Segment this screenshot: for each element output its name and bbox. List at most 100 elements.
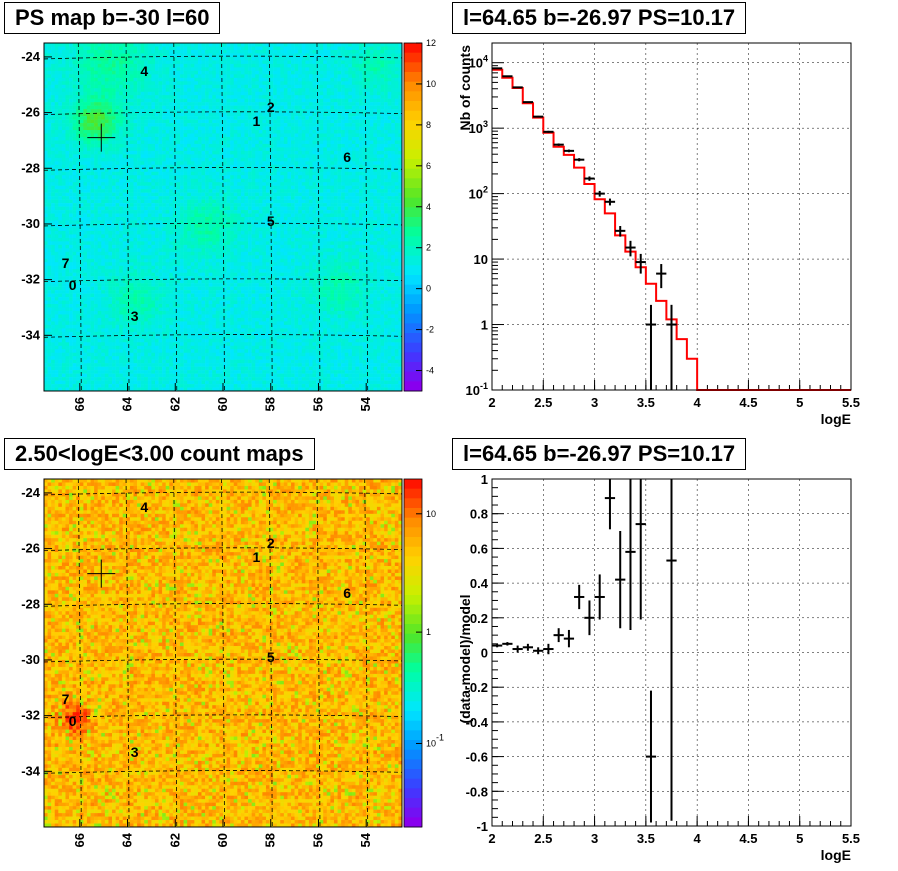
heatmap-cell: [180, 196, 184, 200]
heatmap-cell: [83, 310, 88, 315]
heatmap-cell: [119, 206, 124, 211]
heatmap-cell: [133, 46, 138, 51]
heatmap-cell: [79, 293, 84, 298]
heatmap-cell: [165, 370, 170, 374]
heatmap-cell: [76, 293, 81, 298]
heatmap-cell: [44, 102, 48, 106]
heatmap-cell: [151, 220, 156, 225]
heatmap-cell: [79, 192, 84, 197]
heatmap-cell: [201, 95, 206, 99]
heatmap-cell: [201, 116, 206, 120]
heatmap-cell: [101, 248, 106, 253]
heatmap-cell: [208, 164, 213, 169]
heatmap-cell: [119, 248, 124, 253]
heatmap-cell: [54, 171, 59, 176]
heatmap-cell: [158, 84, 163, 89]
heatmap-cell: [180, 380, 184, 385]
heatmap-cell: [69, 220, 73, 225]
heatmap-cell: [147, 143, 152, 148]
heatmap-cell: [154, 123, 159, 127]
heatmap-cell: [122, 293, 127, 298]
heatmap-cell: [79, 217, 84, 221]
heatmap-cell: [165, 283, 170, 287]
heatmap-cell: [86, 112, 91, 117]
heatmap-cell: [90, 102, 95, 106]
heatmap-cell: [162, 164, 167, 169]
heatmap-cell: [94, 307, 98, 312]
heatmap-cell: [201, 196, 206, 200]
heatmap-cell: [86, 171, 91, 176]
heatmap-cell: [61, 237, 66, 242]
heatmap-cell: [158, 248, 163, 253]
heatmap-cell: [137, 276, 141, 280]
heatmap-cell: [158, 102, 163, 106]
heatmap-cell: [69, 74, 73, 79]
heatmap-cell: [97, 84, 102, 89]
heatmap-cell: [158, 77, 163, 82]
heatmap-cell: [194, 67, 199, 72]
heatmap-cell: [54, 143, 59, 148]
heatmap-cell: [151, 342, 156, 347]
heatmap-cell: [86, 88, 91, 93]
heatmap-cell: [97, 345, 102, 350]
heatmap-cell: [140, 154, 145, 159]
heatmap-cell: [212, 88, 217, 93]
heatmap-cell: [97, 286, 102, 291]
heatmap-cell: [76, 182, 81, 186]
heatmap-cell: [115, 199, 120, 204]
heatmap-cell: [172, 46, 177, 51]
heatmap-cell: [122, 182, 127, 186]
heatmap-cell: [94, 363, 98, 367]
heatmap-cell: [194, 53, 199, 58]
heatmap-cell: [44, 98, 48, 103]
heatmap-cell: [65, 88, 70, 93]
heatmap-cell: [61, 227, 66, 232]
heatmap-cell: [104, 98, 109, 103]
heatmap-cell: [162, 227, 167, 232]
heatmap-cell: [108, 297, 113, 301]
heatmap-cell: [194, 255, 199, 260]
heatmap-cell: [140, 255, 145, 260]
heatmap-cell: [47, 53, 52, 58]
heatmap-cell: [65, 324, 70, 329]
heatmap-cell: [61, 109, 66, 113]
heatmap-cell: [54, 314, 59, 319]
heatmap-cell: [119, 262, 124, 267]
heatmap-cell: [51, 60, 56, 65]
heatmap-cell: [97, 258, 102, 263]
heatmap-cell: [208, 317, 213, 322]
heatmap-cell: [47, 234, 52, 239]
heatmap-cell: [162, 345, 167, 350]
heatmap-cell: [115, 171, 120, 176]
heatmap-cell: [90, 95, 95, 99]
heatmap-cell: [187, 255, 192, 260]
heatmap-cell: [72, 178, 77, 183]
heatmap-cell: [144, 335, 149, 340]
heatmap-cell: [165, 241, 170, 246]
heatmap-cell: [104, 230, 109, 235]
heatmap-cell: [201, 251, 206, 256]
heatmap-cell: [126, 377, 131, 381]
heatmap-cell: [158, 276, 163, 280]
heatmap-cell: [176, 352, 181, 357]
heatmap-cell: [201, 363, 206, 367]
heatmap-cell: [72, 46, 77, 51]
heatmap-cell: [58, 98, 63, 103]
heatmap-cell: [58, 290, 63, 294]
heatmap-cell: [219, 60, 224, 65]
heatmap-cell: [108, 290, 113, 294]
heatmap-cell: [47, 300, 52, 305]
heatmap-cell: [112, 46, 116, 51]
heatmap-cell: [197, 300, 202, 305]
heatmap-cell: [172, 81, 177, 86]
heatmap-cell: [58, 321, 63, 326]
heatmap-cell: [69, 210, 73, 214]
heatmap-cell: [162, 279, 167, 284]
heatmap-cell: [97, 67, 102, 72]
heatmap-cell: [190, 269, 195, 273]
heatmap-cell: [201, 230, 206, 235]
heatmap-cell: [176, 314, 181, 319]
heatmap-cell: [72, 384, 77, 388]
heatmap-cell: [76, 335, 81, 340]
heatmap-cell: [122, 269, 127, 273]
